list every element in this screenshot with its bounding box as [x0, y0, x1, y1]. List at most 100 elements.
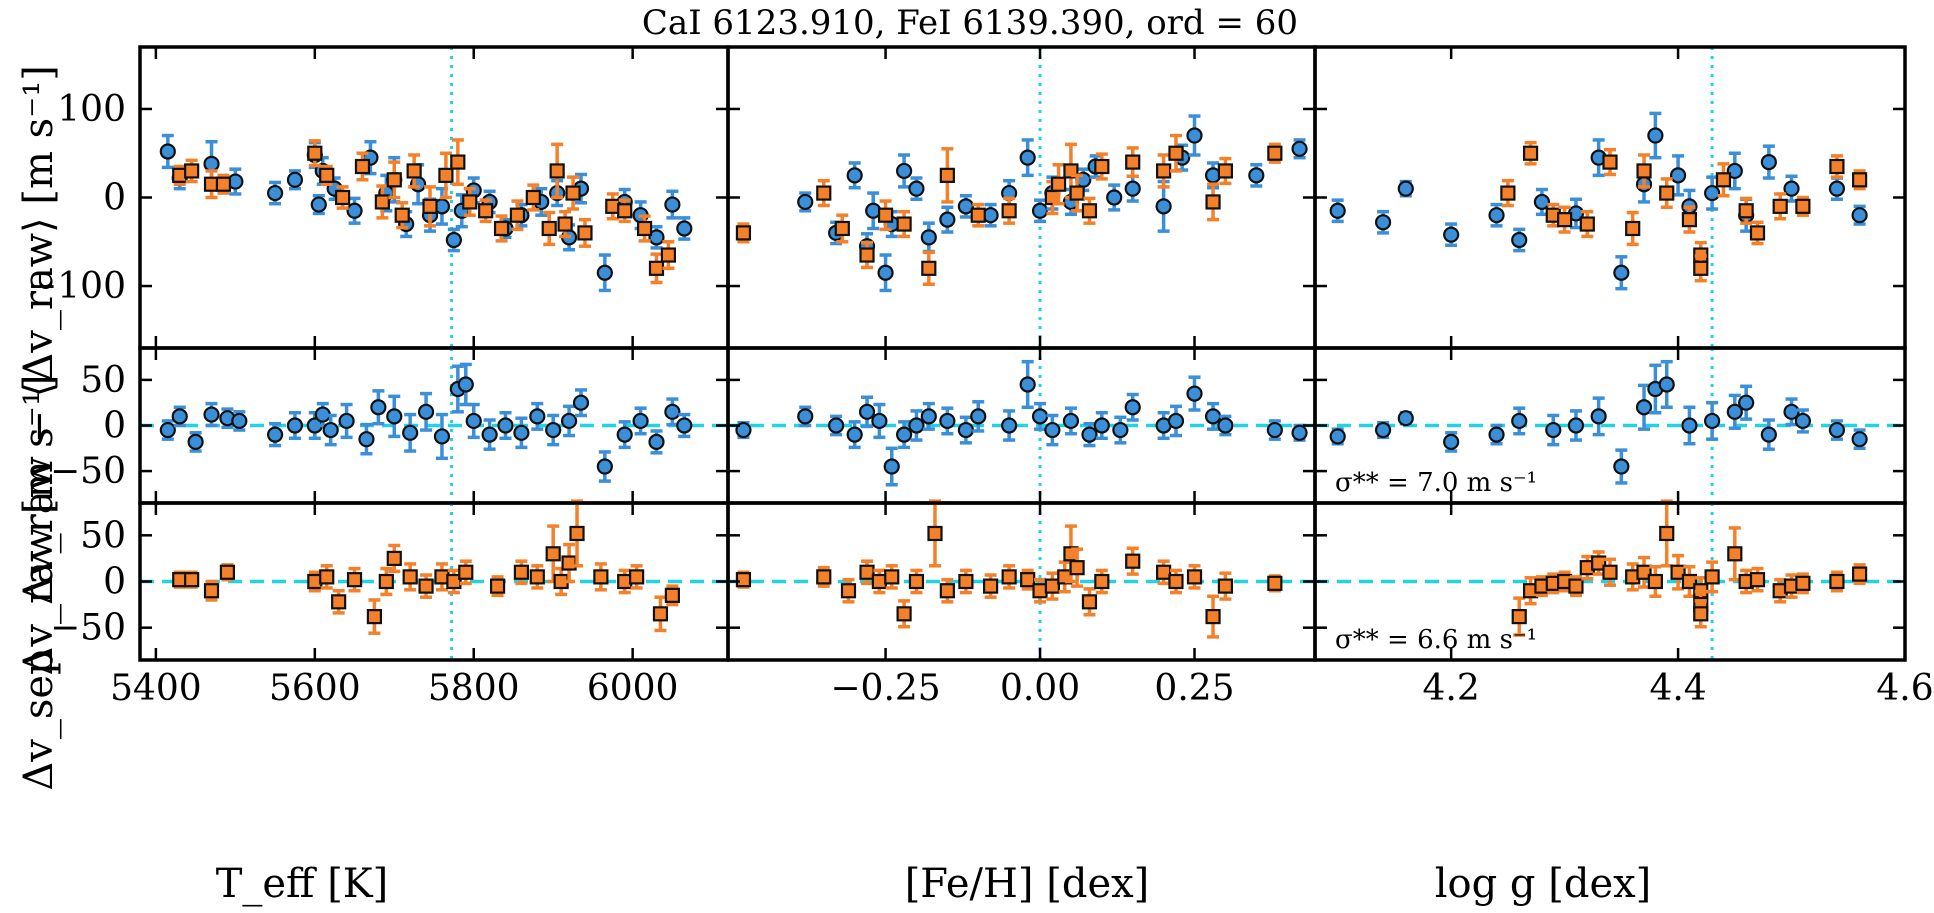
- panel-bottom-teff-s0-point: [346, 572, 363, 588]
- panel-mid-teff-s0-point: [370, 399, 387, 416]
- panel-bottom-teff-s0-point: [446, 573, 462, 590]
- ytick-label: 0: [103, 406, 126, 447]
- panel-bottom-feh-s0-point: [884, 569, 900, 585]
- panel-bottom-logg-s0-point: [1829, 573, 1845, 590]
- panel-bottom-teff-s0-point: [203, 583, 220, 599]
- panel-bottom-logg-s0-point: [1704, 569, 1720, 585]
- panel-mid-feh-s0-point: [908, 417, 925, 434]
- panel-mid-teff-s0-point: [159, 421, 176, 439]
- panel-mid-logg-s0-point: [1329, 428, 1346, 445]
- panel-top-feh-s1-point: [859, 247, 875, 263]
- ytick-label: 50: [80, 515, 126, 556]
- panel-mid-teff-s0-point: [171, 408, 188, 425]
- panel-mid-logg-s0-point: [1488, 426, 1505, 443]
- sigma-annotation-mid: σ** = 7.0 m s⁻¹: [1335, 468, 1537, 498]
- panel-top-teff-s0-point: [286, 171, 304, 188]
- panel-top-feh-s0-point: [1248, 167, 1265, 184]
- panel-top-logg-s0-point: [1613, 264, 1630, 281]
- panel-bottom-feh-s0-point: [1044, 578, 1060, 594]
- panel-mid-logg-s0-point: [1760, 426, 1777, 443]
- x-label-logg: log g [dex]: [1435, 861, 1652, 907]
- panel-mid-teff-s0-point: [231, 412, 248, 430]
- panel-mid-feh-s0-point: [1001, 417, 1018, 434]
- panel-bottom-teff-s0-point: [629, 569, 645, 585]
- panel-top-teff-s1-point: [450, 154, 466, 170]
- panel-top-feh-s0-point: [939, 211, 956, 228]
- panel-top-teff-s0-point: [310, 196, 327, 213]
- panel-bottom-feh-s0-point: [1032, 583, 1048, 599]
- xtick-label: 4.2: [1423, 668, 1480, 709]
- panel-mid-feh-s0-point: [883, 458, 900, 475]
- ytick-label: −50: [50, 451, 126, 492]
- panel-top-teff-s0-point: [266, 184, 284, 202]
- panel-top-feh-s0-point: [1186, 127, 1203, 144]
- panel-bottom-teff-s0-point: [513, 564, 530, 580]
- panel-mid-feh-s0-point: [1124, 399, 1141, 416]
- panel-mid-feh-s0-point: [939, 412, 956, 430]
- panel-mid-teff-s0-point: [402, 424, 419, 441]
- panel-mid-teff-s0-point: [616, 426, 633, 443]
- panel-top-feh-s0-point: [895, 162, 913, 180]
- panel-top-feh-s1-point: [1156, 163, 1172, 179]
- panel-top-feh-s1-point: [970, 207, 986, 223]
- panel-top-feh-s1-point: [896, 216, 912, 232]
- panel-mid-teff-s0-point: [572, 394, 590, 411]
- panel-top-feh-s1-point: [1001, 203, 1017, 219]
- panel-bottom-feh-s0-point: [927, 525, 943, 542]
- panel-top-logg-s1-point: [1579, 216, 1595, 232]
- panel-top-logg-s0-point: [1533, 193, 1551, 211]
- panel-top-feh-s1-point: [834, 220, 850, 237]
- panel-bottom-logg-s0-point: [1511, 608, 1527, 625]
- panel-top-feh-s0-point: [1291, 140, 1308, 157]
- panel-top-logg-s0-point: [1647, 127, 1664, 144]
- panel-mid-logg-s0-point: [1658, 376, 1675, 393]
- panel-top-teff-s1-point: [394, 207, 410, 223]
- panel-top-logg-s0-point: [1511, 231, 1528, 249]
- panel-top-teff-s1-point: [307, 145, 323, 161]
- panel-bottom-teff-s0-point: [378, 573, 394, 590]
- panel-mid-logg-s0-point: [1851, 431, 1868, 448]
- panel-mid-feh-s0-point: [1266, 421, 1283, 439]
- panel-mid-teff-s0-point: [417, 403, 435, 420]
- panel-top-feh-s1-point: [735, 225, 752, 241]
- panel-mid-feh-s0-point: [1019, 376, 1036, 393]
- panel-top-feh-s0-point: [908, 180, 925, 197]
- panel-bottom-teff-s0-point: [319, 569, 335, 585]
- y-label-top: Δv_raw − ⟨Δv_raw⟩ [m s⁻¹]: [16, 65, 62, 605]
- panel-mid-logg-s0-point: [1794, 412, 1811, 430]
- panel-bottom-logg-s0-point: [1591, 555, 1607, 571]
- panel-top-feh-s0-point: [957, 198, 974, 215]
- panel-mid-feh-s0-point: [846, 426, 863, 443]
- panel-mid-teff-s0-point: [358, 431, 375, 448]
- panel-bottom-logg-s0-point: [1681, 573, 1698, 590]
- panel-mid-feh-s0-point: [1044, 421, 1061, 439]
- panel-mid-logg-s0-point: [1738, 394, 1755, 411]
- panel-top-feh-s1-point: [877, 207, 894, 223]
- panel-bottom-feh-s0-point: [1094, 573, 1110, 590]
- panel-bottom-teff-s0-point: [219, 564, 236, 580]
- panel-mid-feh-s0-point: [920, 408, 937, 425]
- panel-bottom-feh-s0-point: [939, 583, 955, 599]
- panel-top-feh-s1-point: [1050, 176, 1067, 192]
- panel-bottom-teff-s0-point: [489, 578, 506, 594]
- panel-bottom-teff-s0-point: [545, 546, 561, 562]
- panel-top-teff-s1-point: [493, 220, 510, 237]
- panel-top-feh-s0-point: [1031, 202, 1049, 219]
- figure-title: CaI 6123.910, FeI 6139.390, ord = 60: [642, 3, 1298, 43]
- panel-top-feh-s1-point: [816, 185, 832, 201]
- panel-top-logg-s0-point: [1374, 214, 1392, 231]
- panel-mid-feh-s0-point: [797, 408, 814, 425]
- panel-top-logg-s1-point: [1715, 172, 1732, 188]
- panel-mid-teff-s0-point: [286, 417, 304, 434]
- panel-mid-feh-s0-point: [1167, 412, 1185, 430]
- panel-mid-teff-s0-point: [203, 406, 220, 423]
- panel-mid-teff-s0-point: [632, 412, 649, 430]
- panel-mid-teff-s0-point: [596, 458, 613, 475]
- panel-bottom-feh-s0-point: [1205, 608, 1221, 625]
- panel-top-feh-s0-point: [1124, 180, 1141, 197]
- panel-mid-feh-s0-point: [895, 426, 913, 443]
- panel-top-teff-s0-point: [346, 202, 363, 219]
- panel-bottom-feh-s0-point: [896, 606, 912, 622]
- panel-top-logg-s1-point: [1659, 185, 1675, 201]
